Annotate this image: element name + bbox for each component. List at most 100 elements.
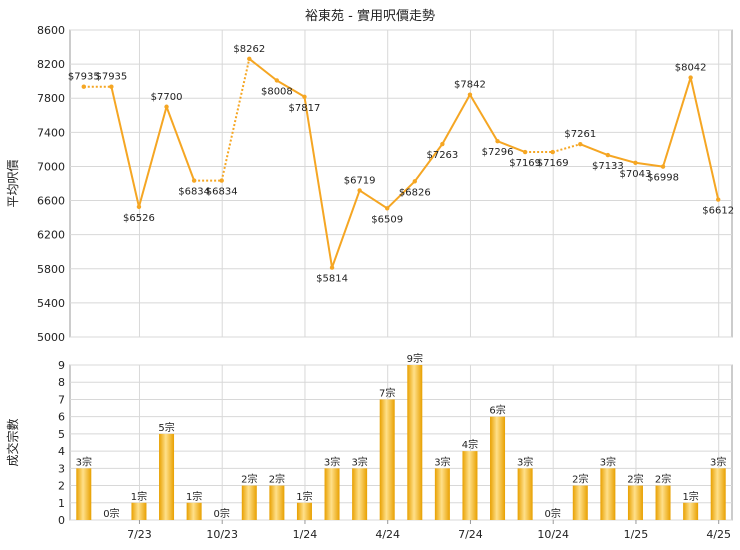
data-point [633,160,638,165]
data-label: $5814 [316,274,348,285]
line-segment [165,106,196,181]
line-segment [635,161,664,168]
y-tick-label: 1 [58,497,65,510]
line-segment [662,77,692,167]
data-point [605,152,611,158]
data-label: $7263 [426,150,458,161]
bar-label: 3宗 [351,455,367,468]
data-label: $8042 [675,63,707,74]
y-tick-label: 9 [58,359,65,372]
line-segment [579,143,609,157]
data-point [412,179,417,184]
bar-label: 3宗 [434,455,450,468]
bar-label: 2宗 [655,473,671,486]
y-tick-label: 3 [58,462,65,475]
bar [379,399,395,520]
data-point [302,94,307,99]
y-tick-label: 5000 [37,331,65,344]
bar [352,468,368,520]
data-label: $6612 [702,206,734,217]
line-segment [689,77,720,200]
data-point [578,141,583,147]
y-axis-label: 成交宗數 [5,418,20,466]
line-segment [110,86,140,208]
y-tick-label: 7000 [37,160,65,173]
line-segment [276,79,305,98]
y-tick-label: 7800 [37,92,65,105]
bar-label: 5宗 [158,421,174,434]
data-point [467,92,473,97]
data-point [440,141,445,147]
bar [159,433,175,520]
bar-label: 3宗 [710,455,726,468]
y-tick-label: 8200 [37,58,65,71]
y-tick-label: 0 [58,514,65,527]
bar-label: 2宗 [269,473,285,486]
bar-label: 3宗 [517,455,533,468]
bar-label: 2宗 [241,473,257,486]
data-label: $6834 [178,187,210,198]
y-tick-label: 6 [58,411,65,424]
x-tick-label: 7/23 [127,528,152,541]
bar [572,485,588,520]
data-label: $7935 [95,72,127,83]
data-label: $8262 [233,44,265,55]
bar-label: 0宗 [103,507,119,520]
bar [131,502,147,520]
data-point [522,149,528,155]
bar [462,451,478,520]
data-label: $6998 [647,173,679,184]
y-tick-label: 4 [58,445,65,458]
y-tick-label: 7400 [37,126,65,139]
data-point [660,164,666,169]
data-point [495,139,500,144]
bar [407,365,423,520]
data-label: $6509 [371,214,403,225]
x-tick-label: 7/24 [458,528,483,541]
chart-title: 裕東苑 - 實用呎價走勢 [305,8,435,24]
data-label: $6526 [123,213,155,224]
data-label: $7817 [289,103,321,114]
bar [683,502,699,520]
bar-label: 3宗 [324,455,340,468]
data-label: $7043 [620,169,652,180]
estimated-line-segment [552,143,581,153]
data-label: $7700 [151,92,183,103]
data-label: $8008 [261,86,293,97]
data-point [329,265,335,270]
data-point [164,104,169,109]
data-label: $7169 [537,158,569,169]
data-point [191,178,197,183]
data-label: $6826 [399,187,431,198]
bar-label: 2宗 [627,473,643,486]
y-tick-label: 6200 [37,229,65,242]
data-point [688,75,693,80]
data-label: $7842 [454,80,486,91]
data-label: $6719 [344,175,376,186]
bar-label: 1宗 [296,490,312,503]
data-label: $7261 [564,129,596,140]
bar-label: 0宗 [214,507,230,520]
price-line-panel: 5000 5400 5800 6200 6600 7000 7400 7800 8200 8600… [6,24,734,344]
bar [434,468,450,520]
line-segment [248,58,278,82]
x-tick-label: 10/24 [537,528,569,541]
x-tick-label: 1/24 [293,528,318,541]
bar [655,485,671,520]
data-point [81,84,86,89]
transactions-bar-panel: 0 1 2 3 4 5 6 7 8 9 7/23 10/23 1/24 4/24 7/24 10/24 1/25… [5,352,733,541]
data-point [550,149,555,155]
bar-label: 2宗 [572,473,588,486]
bar-label: 3宗 [76,455,92,468]
data-point [136,204,142,210]
bar-label: 1宗 [682,490,698,503]
bar [269,485,285,520]
bar-label: 1宗 [186,490,202,503]
data-label: $7296 [482,147,514,158]
line-segment [441,94,471,145]
data-label: $6834 [206,187,238,198]
bar [241,485,257,520]
y-axis-label: 平均呎價 [6,159,20,207]
